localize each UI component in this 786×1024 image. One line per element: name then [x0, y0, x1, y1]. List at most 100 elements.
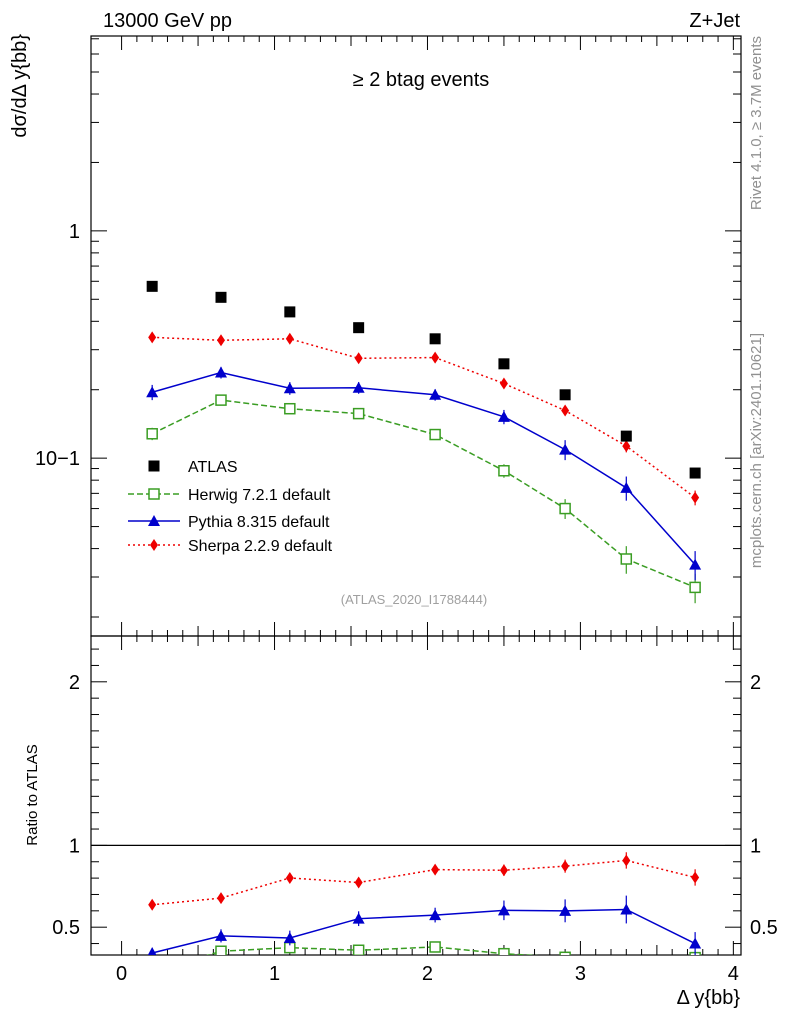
x-tick-label: 0: [116, 963, 127, 985]
x-label: Δ y{bb}: [677, 987, 741, 1009]
herwig-point: [559, 502, 571, 515]
atlas-point: [559, 389, 571, 401]
atlas-point: [146, 280, 158, 292]
atlas-point: [620, 430, 632, 442]
sherpa-point: [148, 331, 157, 344]
y-tick-label-right: 1: [750, 835, 761, 857]
x-tick-label: 2: [422, 963, 433, 985]
y-tick-label: 1: [69, 835, 80, 857]
header-right: Z+Jet: [689, 10, 740, 32]
herwig-ratio-point: [429, 941, 441, 953]
sherpa-ratio-point: [499, 864, 508, 877]
pythia-ratio-point: [429, 909, 442, 921]
pythia-ratio-point: [620, 903, 633, 915]
plot-area: 0 1 2 3 4 1 10−1 0.5 0.5 1 1 2 2 ATLAS Herwig 7.2.1 de…: [35, 35, 778, 985]
legend-atlas-marker: [148, 460, 160, 472]
y-tick-label: 2: [69, 672, 80, 694]
legend-pythia-marker: [148, 515, 160, 526]
pythia-ratio-point: [352, 912, 365, 924]
y-label-ratio: Ratio to ATLAS: [24, 744, 41, 845]
herwig-line: [151, 399, 696, 589]
legend-pythia-label: Pythia 8.315 default: [188, 514, 330, 531]
legend-sherpa-label: Sherpa 2.2.9 default: [188, 538, 333, 555]
main-title: ≥ 2 btag events: [353, 69, 490, 91]
sherpa-point: [561, 404, 570, 417]
pythia-point: [352, 381, 365, 393]
sherpa-point: [285, 332, 294, 345]
atlas-point: [429, 333, 441, 345]
atlas-point: [498, 358, 510, 370]
pythia-point: [215, 366, 227, 378]
y-tick-label: 0.5: [52, 917, 80, 939]
sherpa-ratio-point: [217, 892, 225, 905]
atlas-point: [215, 291, 227, 303]
pythia-ratio-point: [215, 929, 227, 941]
herwig-point: [498, 465, 510, 477]
herwig-point: [352, 407, 365, 420]
sherpa-ratio-line: [152, 859, 696, 906]
main-series: [146, 280, 702, 604]
sherpa-ratio-point: [285, 871, 294, 884]
sherpa-ratio-point: [354, 876, 363, 889]
herwig-ratio-point: [559, 951, 571, 955]
herwig-point: [146, 428, 158, 440]
pythia-point: [559, 443, 572, 455]
header-left: 13000 GeV pp: [103, 10, 232, 32]
atlas-point: [353, 322, 365, 334]
pythia-ratio-point: [283, 931, 296, 943]
sherpa-point: [354, 352, 363, 365]
pythia-point: [146, 386, 159, 398]
pythia-ratio-point: [559, 904, 572, 916]
ref-label: (ATLAS_2020_I1788444): [341, 592, 487, 607]
pythia-ratio-point: [497, 904, 510, 916]
sherpa-ratio-point: [148, 898, 157, 911]
herwig-point: [215, 394, 227, 406]
pythia-ratio-point: [147, 947, 157, 955]
x-tick-label: 3: [575, 963, 586, 985]
pythia-point: [689, 558, 702, 570]
x-tick-label: 1: [269, 963, 280, 985]
ratio-frame: [90, 635, 742, 956]
herwig-ratio-point: [215, 945, 227, 955]
side-rivet: Rivet 4.1.0, ≥ 3.7M events: [748, 36, 765, 210]
herwig-ratio-point: [621, 957, 631, 967]
pythia-point: [283, 382, 296, 394]
y-tick-label-right: 2: [750, 672, 761, 694]
pythia-ratio-point: [689, 937, 702, 949]
x-tick-label: 4: [728, 963, 739, 985]
sherpa-ratio-point: [431, 863, 440, 876]
herwig-ratio-point: [147, 967, 157, 977]
atlas-point: [284, 306, 296, 318]
herwig-point: [284, 402, 296, 415]
herwig-ratio-point: [498, 947, 510, 955]
legend-herwig-label: Herwig 7.2.1 default: [188, 487, 331, 504]
sherpa-ratio-point: [622, 854, 631, 867]
herwig-ratio-line: [206, 946, 539, 955]
pythia-point: [620, 481, 633, 493]
herwig-ratio-point: [352, 944, 365, 955]
legend-herwig-marker: [148, 488, 160, 500]
y-tick-label-right: 0.5: [750, 917, 778, 939]
y-label-main: dσ/dΔ y{bb}: [9, 34, 31, 138]
side-mcplots: mcplots.cern.ch [arXiv:2401.10621]: [748, 333, 765, 568]
atlas-point: [689, 467, 701, 479]
sherpa-ratio-point: [561, 860, 570, 873]
herwig-point: [429, 428, 441, 441]
pythia-point: [497, 410, 510, 422]
sherpa-point: [499, 377, 508, 390]
sherpa-point: [431, 351, 440, 364]
y-tick-label: 1: [69, 221, 80, 243]
sherpa-point: [691, 491, 700, 504]
pythia-point: [429, 388, 442, 400]
sherpa-ratio-point: [691, 871, 700, 884]
herwig-point: [689, 581, 701, 594]
ratio-series: [147, 852, 702, 977]
legend-sherpa-marker: [150, 539, 158, 551]
herwig-point: [620, 553, 633, 565]
pythia-ratio-line: [151, 908, 696, 954]
sherpa-point: [622, 440, 631, 453]
y-tick-label: 10−1: [35, 448, 80, 470]
sherpa-point: [217, 334, 225, 347]
legend-atlas-label: ATLAS: [188, 459, 238, 476]
